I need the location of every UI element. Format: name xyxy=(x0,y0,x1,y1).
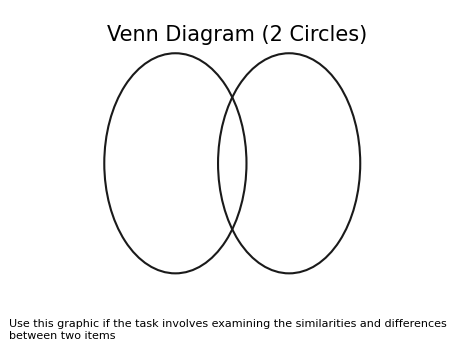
Text: Use this graphic if the task involves examining the similarities and differences: Use this graphic if the task involves ex… xyxy=(9,319,447,341)
Text: Venn Diagram (2 Circles): Venn Diagram (2 Circles) xyxy=(107,25,367,45)
